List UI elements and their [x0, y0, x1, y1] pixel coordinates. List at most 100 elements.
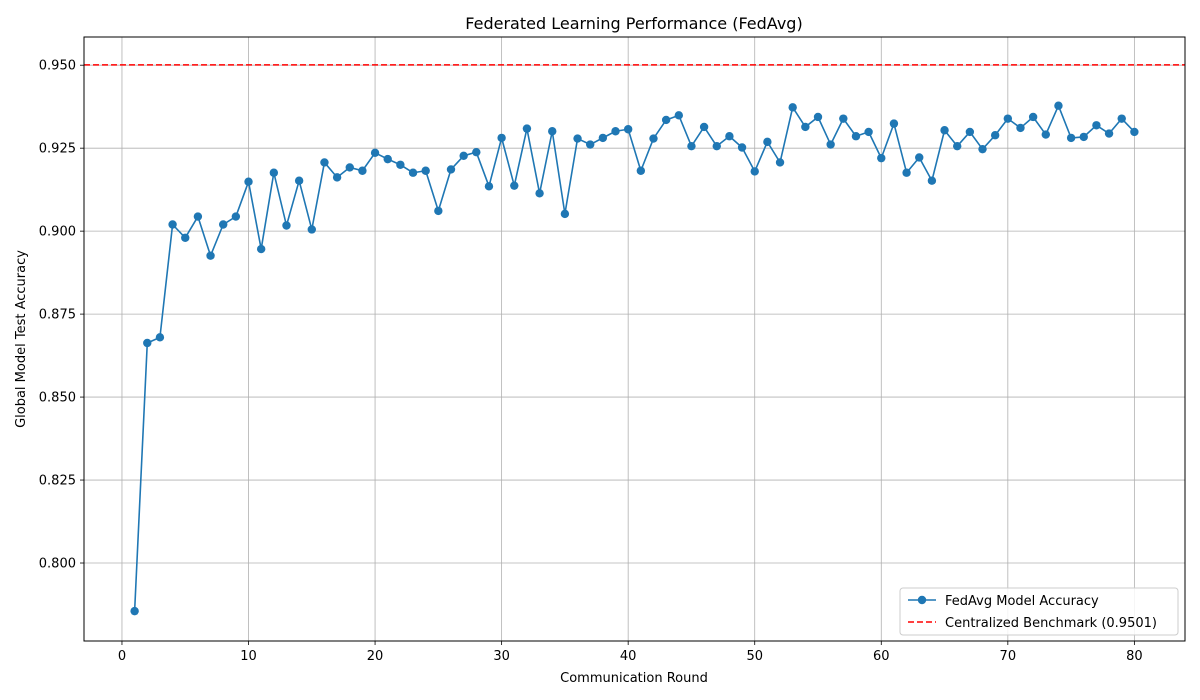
data-point — [434, 206, 443, 216]
y-tick-label: 0.925 — [39, 142, 76, 157]
data-point — [737, 143, 747, 152]
data-point — [864, 127, 873, 137]
data-point — [294, 176, 304, 185]
data-point — [813, 112, 823, 122]
data-point — [990, 131, 1000, 140]
data-point — [522, 124, 532, 133]
data-point — [1041, 130, 1050, 139]
data-point — [282, 221, 291, 230]
y-tick-label: 0.950 — [39, 59, 76, 74]
data-series — [130, 101, 1139, 616]
data-point — [269, 168, 279, 177]
data-point — [586, 140, 595, 149]
data-point — [193, 212, 203, 221]
data-point — [446, 165, 456, 174]
data-point — [826, 140, 835, 149]
data-point — [598, 133, 608, 143]
y-tick-label: 0.825 — [39, 474, 76, 489]
data-point — [1079, 132, 1088, 142]
legend: FedAvg Model Accuracy Centralized Benchma… — [899, 587, 1179, 636]
x-tick-label: 50 — [746, 649, 763, 664]
x-tick-label: 40 — [620, 649, 637, 664]
x-axis: 0 10 20 30 40 50 60 70 80 — [118, 641, 1143, 664]
data-point — [636, 166, 646, 175]
data-point — [649, 134, 658, 143]
data-point — [1054, 101, 1063, 110]
data-point — [788, 103, 797, 112]
data-point — [408, 168, 418, 177]
data-point — [1003, 114, 1013, 123]
data-point — [661, 115, 671, 125]
data-point — [1104, 129, 1114, 138]
data-point — [750, 167, 759, 176]
legend-label-benchmark: Centralized Benchmark (0.9501) — [945, 616, 1157, 631]
y-axis: 0.800 0.825 0.850 0.875 0.900 0.925 0.950 — [39, 59, 84, 572]
data-point — [978, 144, 987, 154]
data-point — [763, 137, 772, 147]
data-point — [548, 127, 557, 136]
data-point — [1066, 133, 1076, 143]
data-point — [725, 132, 734, 141]
data-point — [851, 132, 861, 141]
data-point — [1092, 121, 1101, 130]
legend-box — [899, 587, 1179, 636]
data-point — [940, 126, 949, 135]
data-point — [484, 182, 494, 191]
data-point — [953, 141, 962, 151]
data-point — [927, 176, 937, 185]
x-tick-label: 80 — [1126, 649, 1143, 664]
data-point — [421, 166, 430, 175]
data-point — [307, 225, 316, 234]
data-point — [915, 153, 924, 162]
x-tick-label: 10 — [240, 649, 257, 664]
data-point — [155, 333, 165, 342]
y-axis-title: Global Model Test Accuracy — [14, 250, 29, 428]
data-point — [320, 158, 329, 167]
x-tick-label: 30 — [493, 649, 510, 664]
data-point — [130, 606, 139, 616]
data-point — [801, 122, 810, 132]
x-tick-label: 0 — [118, 649, 126, 664]
data-point — [510, 181, 519, 190]
data-point — [535, 189, 544, 198]
data-point — [699, 122, 709, 132]
data-point — [256, 244, 266, 254]
x-axis-title: Communication Round — [560, 671, 708, 686]
data-point — [712, 141, 721, 151]
data-point — [839, 114, 848, 123]
data-point — [383, 154, 392, 164]
data-point — [687, 141, 696, 151]
data-point — [345, 163, 354, 172]
data-point — [902, 168, 911, 177]
chart-title: Federated Learning Performance (FedAvg) — [465, 14, 802, 33]
data-point — [573, 134, 582, 143]
data-point — [674, 111, 683, 120]
data-point — [332, 173, 342, 182]
data-point — [611, 127, 620, 136]
x-tick-label: 70 — [1000, 649, 1017, 664]
data-point — [231, 212, 241, 221]
data-point — [560, 209, 570, 219]
legend-label-series: FedAvg Model Accuracy — [945, 594, 1099, 609]
data-point — [396, 160, 405, 169]
y-tick-label: 0.875 — [39, 308, 76, 323]
y-tick-label: 0.900 — [39, 225, 76, 240]
data-point — [181, 233, 190, 242]
data-point — [168, 220, 177, 229]
x-tick-label: 60 — [873, 649, 890, 664]
data-point — [459, 151, 468, 161]
data-point — [370, 148, 380, 158]
data-point — [143, 338, 152, 348]
plot-frame — [83, 36, 1186, 642]
data-point — [965, 127, 975, 137]
data-point — [877, 153, 886, 163]
data-point — [775, 158, 785, 167]
data-point — [1130, 127, 1139, 137]
data-point — [889, 119, 899, 128]
data-point — [472, 147, 481, 157]
data-point — [1028, 112, 1038, 122]
data-point — [219, 220, 228, 229]
data-point — [623, 125, 633, 134]
y-tick-label: 0.850 — [39, 391, 76, 406]
